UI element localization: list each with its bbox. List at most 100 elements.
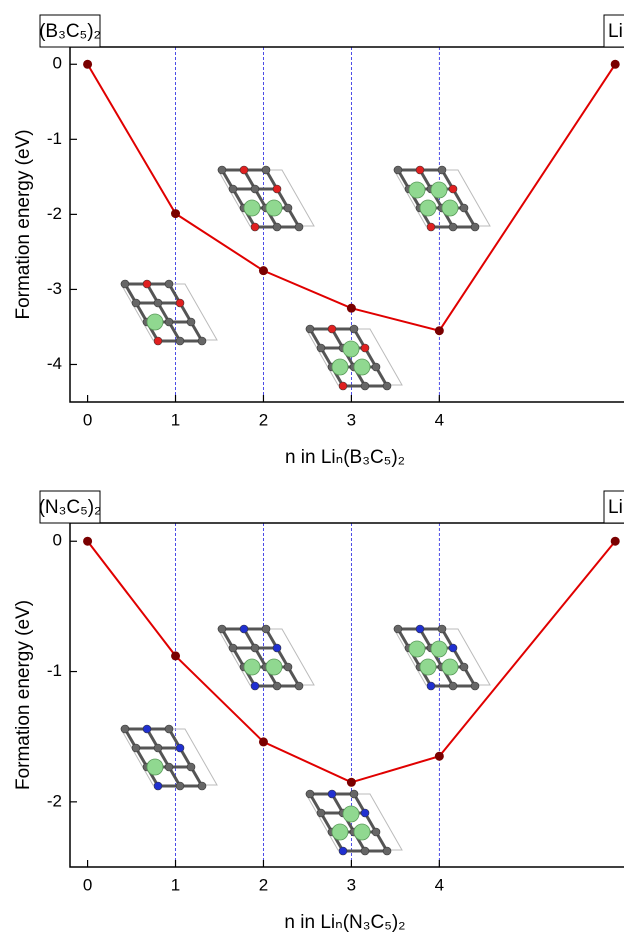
- atom: [371, 827, 381, 837]
- li-atom: [353, 823, 371, 841]
- atom: [283, 662, 293, 672]
- atom: [415, 624, 425, 634]
- atom: [349, 324, 359, 334]
- atom: [164, 317, 174, 327]
- atom: [459, 203, 469, 213]
- atom: [164, 724, 174, 734]
- atom: [393, 624, 403, 634]
- atom: [175, 298, 185, 308]
- atom: [437, 624, 447, 634]
- data-point: [346, 777, 356, 787]
- data-point: [258, 266, 268, 276]
- atom: [316, 808, 326, 818]
- atom: [305, 789, 315, 799]
- li-atom: [430, 640, 448, 658]
- cell-outline: [393, 169, 491, 227]
- data-point: [434, 751, 444, 761]
- li-atom: [146, 313, 164, 331]
- atom: [382, 381, 392, 391]
- li-atom: [408, 640, 426, 658]
- atom: [261, 165, 271, 175]
- atom: [197, 336, 207, 346]
- x-axis-label: n in Liₙ(B₃C₅)₂: [285, 447, 405, 468]
- atom: [250, 222, 260, 232]
- corner-label: (B₃C₅)₂: [39, 21, 101, 42]
- atom: [415, 165, 425, 175]
- atom: [360, 343, 370, 353]
- atom: [338, 381, 348, 391]
- atom: [175, 743, 185, 753]
- atom: [437, 165, 447, 175]
- atom: [360, 381, 370, 391]
- x-axis-label: n in Liₙ(N₃C₅)₂: [284, 912, 405, 933]
- y-tick-label: -1: [47, 661, 62, 680]
- atom: [228, 643, 238, 653]
- structure-inset: [217, 624, 315, 691]
- plot-frame: [69, 522, 624, 868]
- atom: [448, 222, 458, 232]
- atom: [250, 184, 260, 194]
- atom: [261, 624, 271, 634]
- atom: [175, 336, 185, 346]
- y-axis-label: Formation energy (eV): [13, 129, 34, 319]
- li-atom: [342, 340, 360, 358]
- atom: [217, 165, 227, 175]
- data-point: [610, 536, 620, 546]
- structure-inset: [393, 624, 491, 691]
- x-tick-label: 0: [83, 875, 92, 894]
- atom: [164, 762, 174, 772]
- data-point: [258, 737, 268, 747]
- cell-outline: [217, 169, 315, 227]
- atom: [197, 781, 207, 791]
- atom: [217, 624, 227, 634]
- atom: [142, 279, 152, 289]
- data-point: [83, 536, 93, 546]
- data-point: [83, 59, 93, 69]
- cell-outline: [305, 328, 403, 386]
- y-tick-label: -3: [47, 279, 62, 298]
- atom: [131, 743, 141, 753]
- cell-outline: [393, 628, 491, 686]
- atom: [448, 643, 458, 653]
- atom: [239, 165, 249, 175]
- atom: [142, 724, 152, 734]
- atom: [239, 624, 249, 634]
- li-atom: [342, 805, 360, 823]
- li-atom: [265, 199, 283, 217]
- atom: [272, 222, 282, 232]
- atom: [120, 724, 130, 734]
- data-point: [171, 209, 181, 219]
- atom: [470, 222, 480, 232]
- y-tick-label: -2: [47, 791, 62, 810]
- x-tick-label: 4: [435, 410, 444, 429]
- energy-line: [86, 63, 617, 332]
- atom: [349, 789, 359, 799]
- li-atom: [419, 658, 437, 676]
- structure-inset: [305, 324, 403, 391]
- atom: [186, 317, 196, 327]
- plot-frame: [69, 46, 624, 403]
- structure-inset: [305, 789, 403, 856]
- data-point: [434, 326, 444, 336]
- x-tick-label: 3: [347, 875, 356, 894]
- x-tick-label: 4: [435, 875, 444, 894]
- atom: [250, 681, 260, 691]
- structure-inset: [393, 165, 491, 232]
- atom: [153, 743, 163, 753]
- atom: [153, 298, 163, 308]
- li-atom: [419, 199, 437, 217]
- atom: [448, 184, 458, 194]
- data-point: [171, 651, 181, 661]
- x-tick-label: 1: [171, 410, 180, 429]
- x-tick-label: 0: [83, 410, 92, 429]
- cell-outline: [305, 793, 403, 851]
- atom: [393, 165, 403, 175]
- cell-outline: [120, 728, 218, 786]
- li-atom: [243, 658, 261, 676]
- atom: [272, 184, 282, 194]
- li-atom: [331, 358, 349, 376]
- atom: [175, 781, 185, 791]
- atom: [294, 681, 304, 691]
- li-atom: [146, 758, 164, 776]
